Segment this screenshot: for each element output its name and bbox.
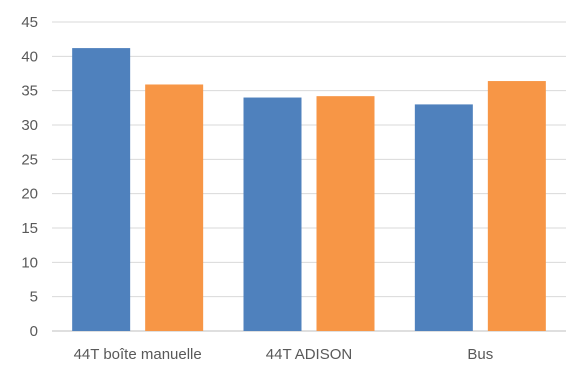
y-tick-label: 30 (21, 117, 38, 134)
y-tick-label: 10 (21, 254, 38, 271)
bar-series-1 (243, 97, 302, 332)
y-tick-label: 40 (21, 48, 38, 65)
x-category-label: 44T ADISON (266, 346, 352, 363)
bar-series-2 (145, 84, 204, 331)
y-tick-label: 45 (21, 14, 38, 31)
y-tick-label: 0 (30, 323, 38, 340)
x-category-label: Bus (467, 346, 493, 363)
bar-series-2 (487, 81, 546, 331)
bar-series-1 (72, 48, 131, 332)
gridlines (52, 21, 566, 332)
bars (72, 48, 546, 332)
y-tick-label: 15 (21, 220, 38, 237)
bar-series-2 (316, 96, 375, 331)
y-tick-label: 5 (30, 289, 38, 306)
x-axis-category-labels: 44T boîte manuelle 44T ADISON Bus (74, 346, 494, 363)
y-axis-tick-labels: 0 5 10 15 20 25 30 35 40 45 (21, 14, 38, 340)
y-tick-label: 25 (21, 151, 38, 168)
y-tick-label: 20 (21, 186, 38, 203)
bar-series-1 (414, 104, 473, 332)
y-tick-label: 35 (21, 83, 38, 100)
x-category-label: 44T boîte manuelle (74, 346, 202, 363)
